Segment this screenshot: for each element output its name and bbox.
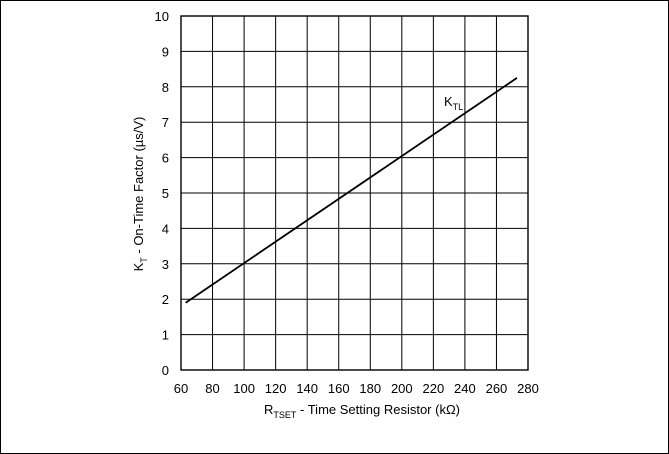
x-tick-label: 200 (391, 381, 413, 396)
y-tick-label: 1 (162, 328, 169, 343)
x-axis-label-rest: - Time Setting Resistor (kΩ) (296, 402, 460, 417)
y-tick-label: 4 (162, 221, 169, 236)
series-line-ktl (185, 77, 518, 304)
y-tick-label: 0 (162, 363, 169, 378)
x-tick-label: 160 (328, 381, 350, 396)
y-axis-label-rest: - On-Time Factor (µs/V) (131, 117, 146, 258)
y-tick-label: 9 (162, 44, 169, 59)
y-axis-label-sub: T (139, 257, 149, 263)
x-axis-label-main: R (264, 402, 273, 417)
y-tick-label: 7 (162, 115, 169, 130)
y-tick-label: 5 (162, 186, 169, 201)
x-tick-label: 280 (517, 381, 539, 396)
x-tick-label: 220 (423, 381, 445, 396)
y-tick-label: 8 (162, 80, 169, 95)
x-axis-label: RTSET - Time Setting Resistor (kΩ) (264, 402, 460, 420)
plot-area-border (180, 15, 529, 371)
x-tick-label: 60 (174, 381, 188, 396)
y-tick-labels: 0 1 2 3 4 5 6 7 8 9 10 (155, 9, 169, 378)
chart: 60 80 100 120 140 160 180 200 220 240 260 280 0 1 2 3 4… (131, 9, 539, 420)
x-tick-label: 80 (205, 381, 219, 396)
plot-border (180, 15, 529, 371)
y-tick-label: 10 (155, 9, 169, 24)
x-tick-label: 140 (296, 381, 318, 396)
series-layer (185, 77, 518, 304)
y-tick-label: 3 (162, 257, 169, 272)
x-tick-label: 180 (359, 381, 381, 396)
x-axis-label-sub: TSET (273, 410, 297, 420)
series-label-sub: TL (453, 102, 464, 112)
series-label-ktl: KTL (444, 94, 463, 112)
x-tick-label: 260 (486, 381, 508, 396)
y-axis-label-main: K (131, 262, 146, 271)
x-tick-labels: 60 80 100 120 140 160 180 200 220 240 260 280 (174, 381, 539, 396)
grid (181, 16, 528, 370)
x-tick-label: 240 (454, 381, 476, 396)
y-tick-label: 2 (162, 292, 169, 307)
series-label-main: K (444, 94, 453, 109)
y-tick-label: 6 (162, 151, 169, 166)
y-axis-label: KT - On-Time Factor (µs/V) (131, 117, 149, 272)
x-tick-label: 100 (233, 381, 255, 396)
x-tick-label: 120 (265, 381, 287, 396)
